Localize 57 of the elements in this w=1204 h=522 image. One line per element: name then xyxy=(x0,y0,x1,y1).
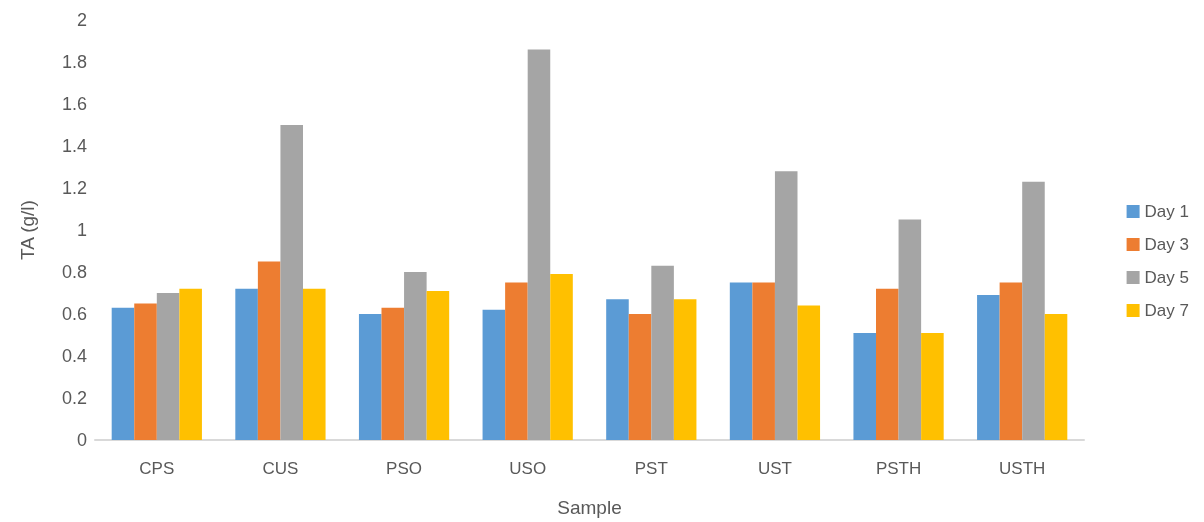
y-tick-label: 1.8 xyxy=(61,52,87,72)
bar xyxy=(797,305,821,440)
y-tick-label: 0.2 xyxy=(61,388,87,408)
bar xyxy=(651,265,674,440)
bar xyxy=(358,314,382,440)
x-tick-label: USTH xyxy=(999,459,1046,478)
bar xyxy=(257,261,281,440)
x-axis-title: Sample xyxy=(557,497,622,518)
bar xyxy=(729,282,753,440)
legend-label: Day 7 xyxy=(1144,301,1190,320)
bar xyxy=(134,303,157,440)
bar xyxy=(505,282,528,440)
bar xyxy=(550,274,573,440)
bar xyxy=(280,125,303,440)
legend-label: Day 5 xyxy=(1144,268,1190,287)
bar xyxy=(426,290,450,440)
x-tick-label: PSO xyxy=(386,459,423,478)
bar xyxy=(628,314,652,440)
y-tick-label: 1.2 xyxy=(61,178,87,198)
y-tick-label: 1.6 xyxy=(61,94,87,114)
y-tick-label: 0.4 xyxy=(61,346,87,366)
legend-label: Day 3 xyxy=(1144,235,1190,254)
bar xyxy=(1022,181,1045,440)
bar xyxy=(381,307,405,440)
bar xyxy=(235,288,258,440)
bar xyxy=(404,272,427,440)
bar xyxy=(752,282,775,440)
y-tick-label: 0.6 xyxy=(61,304,87,324)
bar xyxy=(111,307,135,440)
y-tick-label: 2 xyxy=(76,10,87,30)
bar xyxy=(303,288,326,440)
bar xyxy=(977,295,1000,440)
x-tick-label: USO xyxy=(509,459,547,478)
x-tick-label: CUS xyxy=(262,459,299,478)
x-tick-label: PST xyxy=(634,459,668,478)
bar xyxy=(999,282,1023,440)
y-tick-label: 1 xyxy=(76,220,87,240)
bar xyxy=(527,49,551,440)
bar xyxy=(482,309,506,440)
x-tick-label: CPS xyxy=(139,459,175,478)
bar xyxy=(774,171,798,440)
y-tick-label: 0.8 xyxy=(61,262,87,282)
x-tick-label: PSTH xyxy=(875,459,922,478)
y-axis-title: TA (g/l) xyxy=(17,200,38,260)
bar xyxy=(606,299,629,440)
bar xyxy=(673,299,697,440)
x-tick-label: UST xyxy=(757,459,792,478)
y-tick-label: 1.4 xyxy=(61,136,87,156)
y-tick-label: 0 xyxy=(76,430,87,450)
bar xyxy=(921,332,944,440)
bar xyxy=(898,219,922,440)
bar xyxy=(1044,314,1068,440)
bar xyxy=(876,288,899,440)
legend-label: Day 1 xyxy=(1144,202,1190,221)
bar xyxy=(156,293,180,440)
bar xyxy=(179,288,202,440)
bar xyxy=(853,332,876,440)
